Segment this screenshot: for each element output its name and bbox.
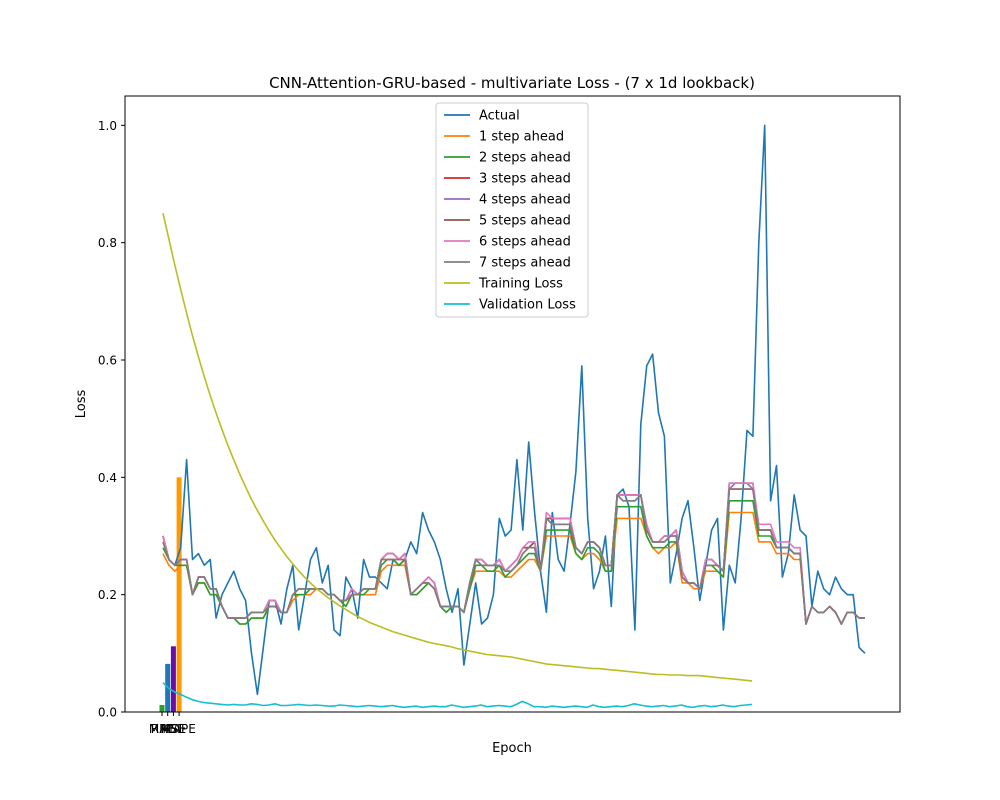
legend-label-8: 7 steps ahead [479,256,571,271]
series-line-8 [162,488,865,625]
legend-label-10: Validation Loss [479,298,576,313]
y-tick-label: 0.2 [98,588,117,602]
legend-label-4: 3 steps ahead [479,172,571,187]
legend-label-3: 2 steps ahead [479,151,571,166]
y-tick-label: 0.0 [98,706,117,720]
legend-label-2: 1 step ahead [479,130,564,145]
series-line-9 [162,213,753,682]
chart-title: CNN-Attention-GRU-based - multivariate L… [269,74,755,92]
x-axis-label: Epoch [492,741,532,756]
legend-label-6: 5 steps ahead [479,214,571,229]
series-line-10 [162,682,753,709]
x-tick-label-mape: MAPE [162,722,195,736]
legend-label-9: Training Loss [478,277,563,292]
legend-label-1: Actual [479,109,520,124]
series-line-1 [162,124,866,696]
bar-mape [176,477,182,712]
x-tick-label-rmse: RMSE [151,722,185,736]
series-lines [162,124,866,709]
y-tick-label: 1.0 [98,119,117,133]
legend-label-5: 4 steps ahead [479,193,571,208]
y-axis-label: Loss [74,390,89,419]
plot-frame [124,95,901,713]
bar-mse [170,646,176,712]
legend-box [435,102,589,318]
axes: 0.0 0.2 0.4 0.6 0.8 1.0 [98,95,901,720]
legend: Actual 1 step ahead 2 steps ahead 3 steps a… [435,102,589,318]
bar-mae [159,704,165,712]
x-tick-label-mae: MAE [149,722,175,736]
y-tick-label: 0.4 [98,471,117,485]
x-tick-label-mse: MSE [161,722,187,736]
legend-label-7: 6 steps ahead [479,235,571,250]
y-tick-label: 0.8 [98,236,117,250]
y-tick-label: 0.6 [98,354,117,368]
